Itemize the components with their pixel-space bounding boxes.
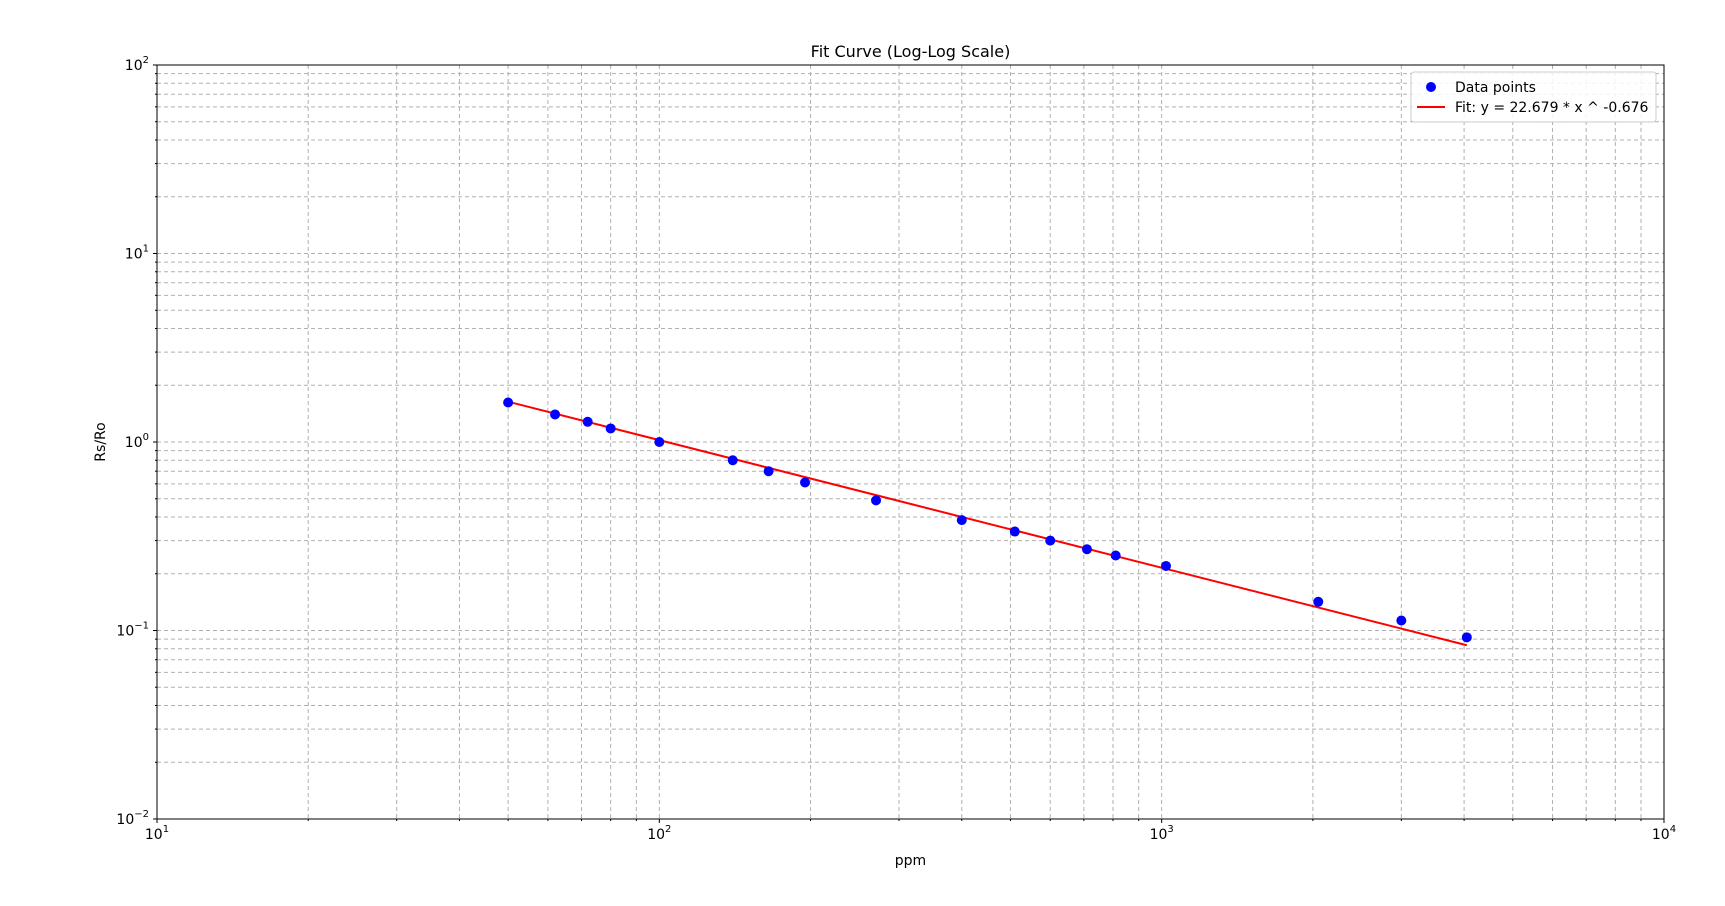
data-point <box>763 466 774 477</box>
axis-ticks: 101 102 103 104 10−2 10−1 100 101 102 <box>116 55 1676 843</box>
x-tick-label: 104 <box>1652 824 1676 843</box>
data-point <box>956 515 967 526</box>
legend-label-fit-line: Fit: y = 22.679 * x ^ -0.676 <box>1455 100 1649 116</box>
data-point <box>1081 544 1092 555</box>
y-tick-label: 10−1 <box>116 621 149 640</box>
x-axis-label: ppm <box>895 853 926 869</box>
data-point <box>1313 596 1324 607</box>
data-point <box>503 397 514 408</box>
data-point <box>582 416 593 427</box>
legend-label-data-points: Data points <box>1455 80 1536 96</box>
chart-title: Fit Curve (Log-Log Scale) <box>811 42 1011 61</box>
y-tick-label: 101 <box>125 244 149 263</box>
data-point <box>1461 632 1472 643</box>
fit-line <box>507 400 1468 647</box>
legend: Data points Fit: y = 22.679 * x ^ -0.676 <box>1410 71 1657 123</box>
data-point <box>1110 550 1121 561</box>
y-tick-label: 102 <box>125 55 149 74</box>
y-axis-label: Rs/Ro <box>93 422 109 461</box>
data-point <box>1396 615 1407 626</box>
data-point <box>1160 560 1171 571</box>
data-points-layer <box>503 397 1472 643</box>
data-point <box>871 495 882 506</box>
data-point <box>654 437 665 447</box>
data-point <box>727 455 738 466</box>
data-point <box>605 423 616 434</box>
x-tick-label: 103 <box>1150 824 1174 843</box>
x-tick-label: 101 <box>145 824 169 843</box>
data-point <box>1009 526 1020 537</box>
x-tick-label: 102 <box>647 824 671 843</box>
y-tick-label: 10−2 <box>116 809 149 828</box>
legend-box <box>1410 71 1657 123</box>
fit-line-layer <box>507 400 1468 647</box>
grid-lines <box>157 65 1664 819</box>
legend-marker-data-points <box>1426 82 1436 92</box>
data-point <box>1045 535 1056 546</box>
data-point <box>550 409 561 420</box>
y-tick-label: 100 <box>125 432 149 451</box>
data-point <box>800 477 811 488</box>
